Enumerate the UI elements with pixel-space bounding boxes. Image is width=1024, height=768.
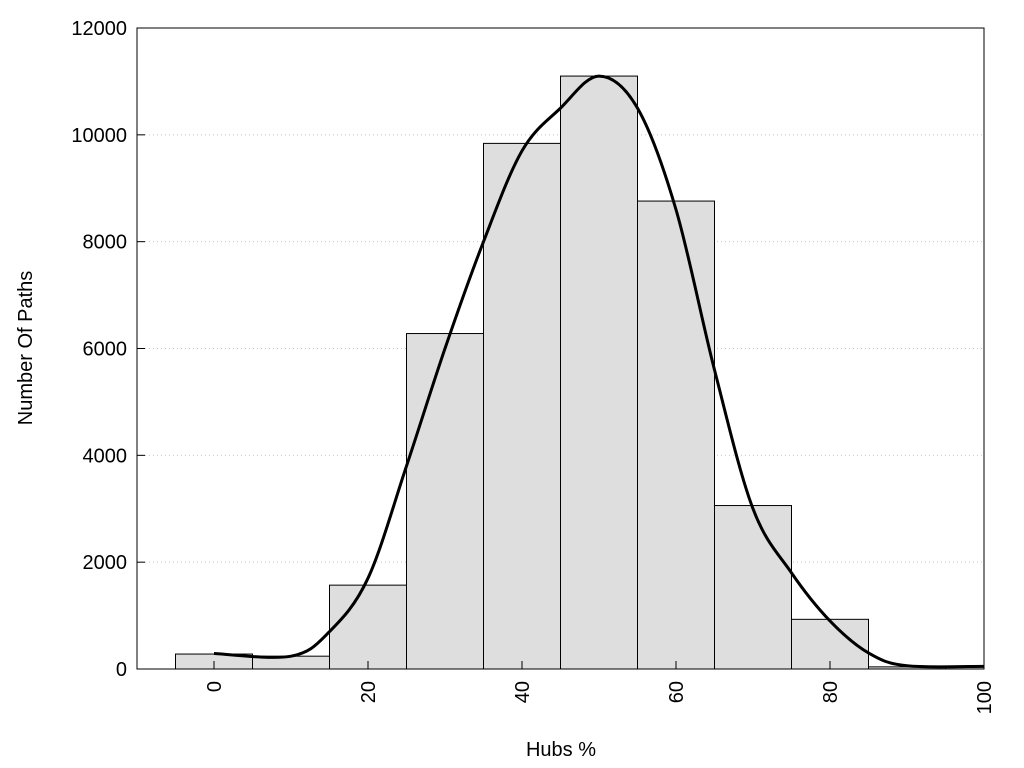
y-tick-label-8000: 8000 — [83, 232, 128, 254]
histogram-bars — [175, 75, 985, 670]
x-tick-label-60: 60 — [666, 681, 688, 703]
y-tick-label-12000: 12000 — [71, 18, 127, 40]
y-axis-label: Number Of Paths — [15, 271, 37, 426]
y-tick-label-2000: 2000 — [83, 552, 128, 574]
x-tick-label-80: 80 — [820, 681, 842, 703]
x-axis-label: Hubs % — [526, 739, 596, 761]
y-tick-label-4000: 4000 — [83, 445, 128, 467]
x-tick-label-0: 0 — [204, 681, 226, 692]
y-tick-label-0: 0 — [116, 659, 127, 681]
bar-70 — [714, 505, 792, 670]
x-tick-label-100: 100 — [974, 681, 996, 714]
x-tick-label-40: 40 — [512, 681, 534, 703]
bar-50 — [560, 75, 638, 670]
density-curve — [213, 74, 985, 669]
x-axis-ticks: 0 20 40 60 80 100 — [204, 661, 996, 714]
bar-60 — [637, 200, 715, 670]
bar-30 — [406, 333, 484, 670]
x-tick-label-20: 20 — [358, 681, 380, 703]
y-axis-ticks: 0 2000 4000 6000 8000 10000 12000 — [71, 18, 145, 681]
bar-20 — [329, 584, 407, 670]
y-tick-label-6000: 6000 — [83, 339, 128, 361]
bar-40 — [483, 142, 561, 670]
y-tick-label-10000: 10000 — [71, 125, 127, 147]
density-curve-layer — [213, 74, 985, 669]
